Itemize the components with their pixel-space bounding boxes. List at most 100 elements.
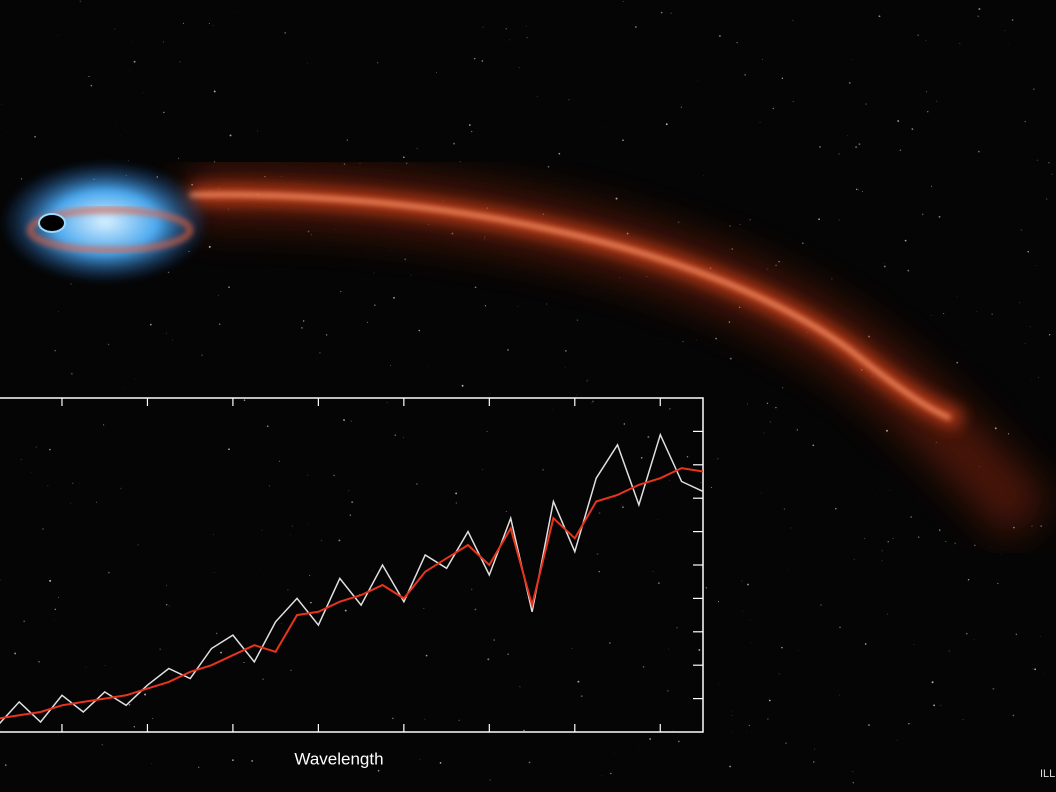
star (30, 471, 32, 473)
star (729, 357, 732, 360)
star (715, 337, 717, 340)
star (309, 574, 311, 577)
star (750, 642, 752, 644)
star (785, 742, 787, 744)
star (127, 160, 129, 162)
star (507, 653, 509, 655)
star (424, 718, 426, 721)
star (373, 272, 375, 274)
star (1024, 120, 1026, 123)
star (744, 73, 747, 76)
star (746, 730, 748, 732)
star (1048, 333, 1051, 336)
star (580, 695, 583, 698)
star (1034, 668, 1037, 671)
star (592, 400, 594, 403)
star (772, 107, 774, 110)
star (892, 537, 894, 540)
star (729, 225, 731, 227)
star (85, 666, 87, 668)
star (484, 305, 487, 307)
star (232, 759, 234, 762)
star (151, 763, 153, 764)
star (1048, 162, 1050, 164)
star (576, 394, 577, 396)
star (229, 134, 232, 137)
star (831, 278, 833, 280)
star (482, 26, 484, 29)
star (135, 378, 137, 380)
star (482, 469, 484, 470)
star (310, 234, 312, 236)
star (749, 219, 751, 221)
star (678, 740, 680, 743)
star (781, 646, 783, 649)
star (698, 649, 701, 651)
star (647, 435, 650, 438)
star (615, 197, 618, 200)
star (152, 452, 154, 454)
star (596, 553, 599, 555)
star (954, 542, 957, 545)
star (208, 23, 210, 25)
star (198, 766, 200, 768)
star (907, 269, 910, 272)
star (159, 648, 161, 650)
star (347, 489, 350, 492)
star (881, 549, 884, 552)
star (178, 157, 180, 159)
star (201, 354, 203, 356)
star (657, 582, 660, 585)
star (228, 448, 230, 451)
star (855, 146, 858, 149)
star (638, 748, 640, 750)
star (171, 339, 174, 341)
star (640, 457, 643, 459)
star (371, 569, 374, 572)
star (41, 528, 44, 531)
star (481, 60, 484, 62)
star (162, 41, 165, 43)
star (1004, 30, 1006, 31)
star (53, 620, 55, 621)
star (917, 34, 919, 37)
star (864, 538, 866, 540)
star (731, 714, 733, 716)
star (883, 262, 885, 264)
star (351, 501, 354, 503)
star (852, 782, 854, 784)
star (218, 323, 221, 325)
star (0, 103, 2, 105)
star (783, 508, 785, 510)
star (243, 399, 246, 401)
star (703, 174, 705, 176)
star (458, 719, 460, 721)
star (346, 139, 348, 141)
star (416, 483, 418, 485)
star (586, 379, 589, 382)
star (839, 626, 841, 629)
star (746, 403, 748, 405)
star (410, 274, 412, 276)
star (70, 502, 72, 504)
star (1037, 377, 1039, 378)
star (865, 103, 867, 105)
star (1051, 173, 1053, 175)
star (747, 583, 750, 586)
star (748, 724, 750, 727)
star (320, 539, 323, 542)
star (571, 647, 573, 650)
star (228, 286, 230, 289)
star (54, 608, 57, 611)
star (340, 290, 342, 293)
star (680, 106, 682, 108)
star (943, 313, 945, 315)
star (439, 762, 442, 764)
star (525, 25, 527, 27)
star (664, 448, 666, 450)
star (670, 12, 672, 14)
star (945, 540, 947, 542)
star (564, 367, 566, 369)
star (622, 1, 624, 3)
star (1029, 326, 1031, 328)
